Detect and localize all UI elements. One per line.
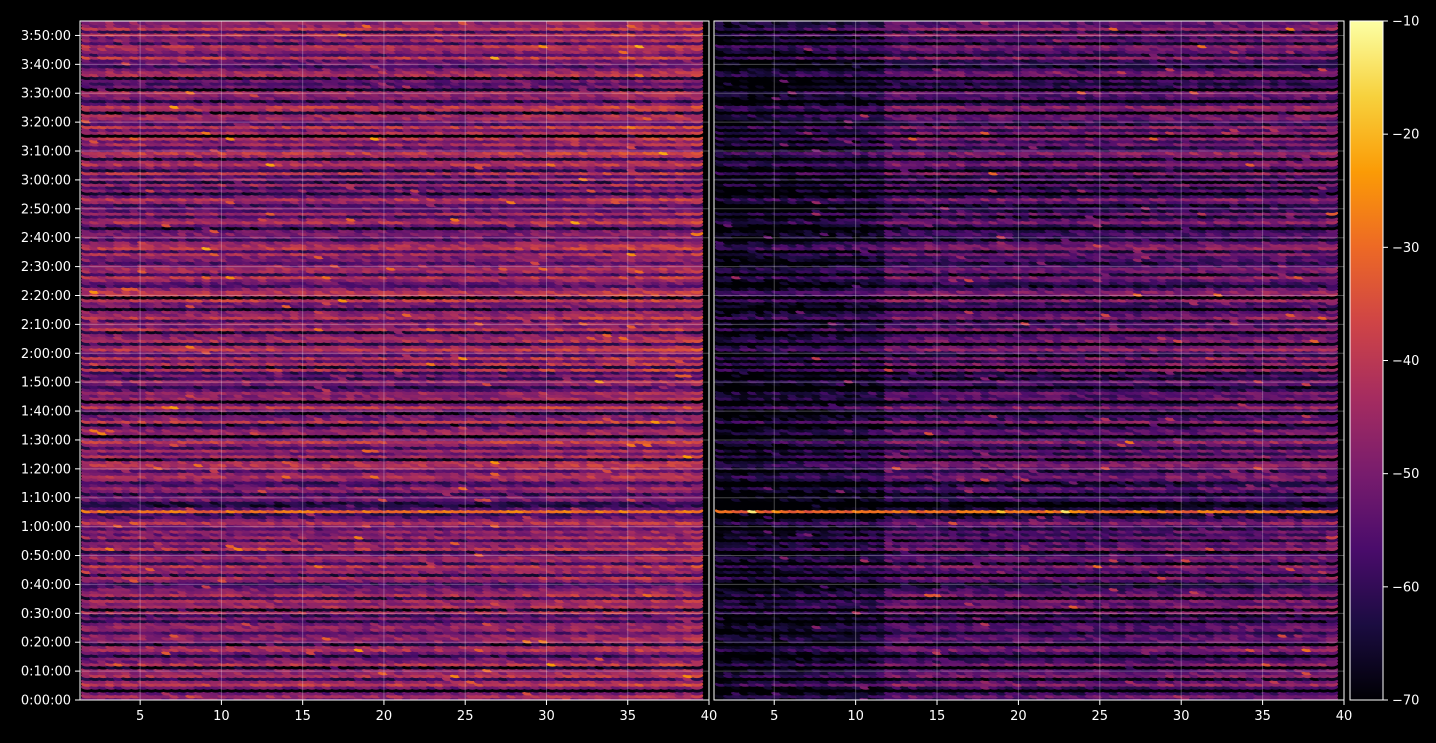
left-panel-cells xyxy=(81,21,704,700)
panels-layer xyxy=(79,20,1345,701)
left-panel xyxy=(79,20,710,701)
